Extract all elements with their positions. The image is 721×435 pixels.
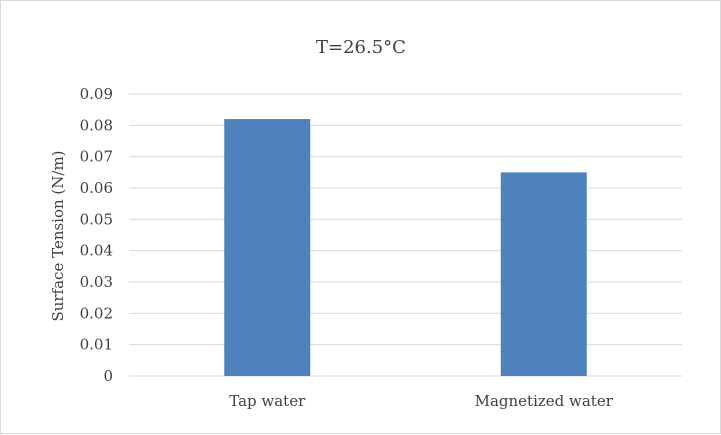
y-tick-label: 0.02 bbox=[80, 304, 113, 322]
y-tick-label: 0.06 bbox=[80, 179, 113, 197]
y-tick-label: 0.04 bbox=[80, 242, 113, 260]
y-tick-label: 0 bbox=[103, 367, 113, 385]
y-axis-title: Surface Tension (N/m) bbox=[49, 150, 67, 321]
bar-tap-water bbox=[224, 119, 311, 377]
x-category-label: Tap water bbox=[229, 392, 306, 410]
bars bbox=[224, 119, 587, 377]
y-tick-label: 0.01 bbox=[80, 336, 113, 354]
x-category-label: Magnetized water bbox=[475, 392, 614, 410]
chart-title: T=26.5°C bbox=[316, 37, 406, 58]
x-axis-category-labels: Tap water Magnetized water bbox=[229, 392, 613, 410]
bar-magnetized-water bbox=[500, 172, 587, 376]
y-tick-label: 0.09 bbox=[80, 85, 113, 103]
y-tick-label: 0.08 bbox=[80, 116, 113, 134]
y-tick-label: 0.07 bbox=[80, 148, 113, 166]
y-tick-label: 0.05 bbox=[80, 210, 113, 228]
gridlines bbox=[129, 93, 682, 377]
y-axis-tick-labels: 0 0.01 0.02 0.03 0.04 0.05 0.06 0.07 0.08 0.09 bbox=[80, 85, 113, 385]
y-tick-label: 0.03 bbox=[80, 273, 113, 291]
